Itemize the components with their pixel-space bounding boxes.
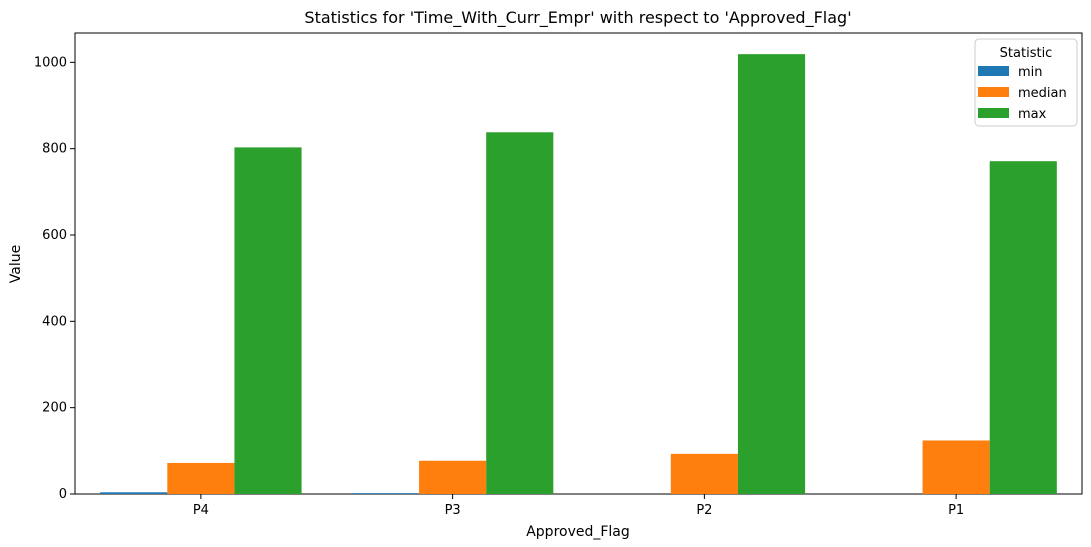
x-tick-label: P1 bbox=[948, 503, 964, 518]
y-axis-label: Value bbox=[8, 245, 24, 283]
legend: Statistic min median max bbox=[974, 38, 1078, 127]
legend-items: min median max bbox=[978, 65, 1067, 122]
plot-frame bbox=[74, 32, 1083, 495]
bar-P1-median bbox=[922, 440, 990, 494]
x-tick-label: P2 bbox=[696, 503, 712, 518]
x-tick-label: P3 bbox=[445, 503, 461, 518]
bar-P3-median bbox=[419, 460, 487, 494]
x-axis-label: Approved_Flag bbox=[526, 524, 630, 540]
plot-area: 0 200 400 600 800 1000 P4 P3 P2 P1 bbox=[34, 32, 1083, 518]
y-tick-label: 600 bbox=[42, 228, 67, 243]
bar-P4-median bbox=[167, 462, 235, 494]
legend-label-max: max bbox=[1018, 107, 1047, 122]
legend-swatch-min bbox=[978, 66, 1009, 76]
bar-P3-max bbox=[486, 132, 554, 494]
y-tick-label: 1000 bbox=[34, 55, 67, 70]
bar-P4-min bbox=[100, 492, 168, 494]
legend-label-median: median bbox=[1018, 86, 1067, 101]
bar-P3-min bbox=[351, 493, 420, 494]
y-tick-label: 200 bbox=[42, 401, 67, 416]
y-tick-label: 0 bbox=[59, 487, 67, 502]
legend-box bbox=[974, 38, 1078, 127]
bar-P2-median bbox=[670, 453, 738, 494]
y-tick-label: 800 bbox=[42, 142, 67, 157]
y-tick-label: 400 bbox=[42, 314, 67, 329]
bar-P4-max bbox=[234, 147, 302, 494]
bar-P2-max bbox=[737, 54, 806, 494]
x-tick-label: P4 bbox=[193, 503, 209, 518]
legend-title: Statistic bbox=[1000, 46, 1053, 61]
chart-title: Statistics for 'Time_With_Curr_Empr' wit… bbox=[304, 8, 851, 28]
legend-swatch-median bbox=[978, 87, 1009, 97]
bar-P1-max bbox=[989, 161, 1057, 494]
legend-label-min: min bbox=[1018, 65, 1043, 80]
legend-swatch-max bbox=[978, 108, 1009, 118]
